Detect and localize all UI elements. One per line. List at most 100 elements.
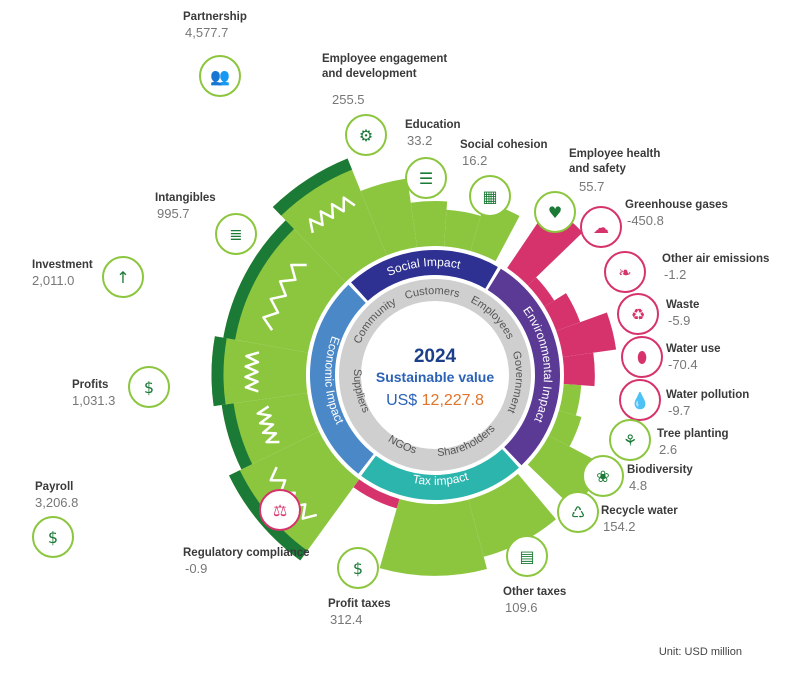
svg-text:$: $ — [144, 378, 154, 397]
bar-wave — [308, 196, 356, 234]
item-value: -9.7 — [668, 403, 690, 418]
svg-text:⚖: ⚖ — [273, 501, 287, 520]
item-employee-health-and-safety: ♥ Employee health and safety 55.7 — [534, 148, 660, 233]
item-value: 995.7 — [157, 206, 190, 221]
item-name: Social cohesion — [460, 139, 548, 151]
bar-partnership — [272, 158, 387, 283]
item-tree-planting: ⚘ Tree planting 2.6 — [609, 419, 729, 461]
item-greenhouse-gases: ☁ Greenhouse gases -450.8 — [580, 199, 728, 248]
item-other-air-emissions: ❧ Other air emissions -1.2 — [604, 251, 769, 293]
item-value: -450.8 — [627, 213, 664, 228]
item-profits: $ Profits 1,031.3 — [72, 366, 170, 408]
item-profit-taxes: $ Profit taxes 312.4 — [328, 547, 391, 627]
item-name: Employee health and safety — [569, 148, 660, 175]
bar-wave — [244, 351, 260, 393]
group-segment-tax-impact — [361, 449, 519, 501]
item-name: Employee engagement and development — [322, 53, 447, 80]
bar-other-air-emissions — [527, 277, 555, 307]
item-value: 1,031.3 — [72, 393, 115, 408]
svg-text:⚙: ⚙ — [359, 126, 373, 145]
bar-social-cohesion — [443, 209, 481, 251]
item-biodiversity: ❀ Biodiversity 4.8 — [582, 455, 693, 497]
item-name: Payroll — [35, 481, 73, 493]
recycle-icon: ♻ — [617, 293, 659, 335]
group-segment-social-impact — [351, 249, 498, 301]
svg-text:$: $ — [48, 528, 58, 547]
bar-water-use — [556, 312, 617, 358]
unit-label: Unit: USD million — [658, 646, 742, 658]
group-segment-economic-impact — [310, 284, 374, 474]
payroll-icon: $ — [32, 516, 74, 558]
bar-fill — [562, 352, 595, 387]
recycle-water-icon: ♺ — [557, 491, 599, 533]
bar-fill — [353, 479, 400, 509]
item-name: Tree planting — [657, 428, 729, 440]
item-value: 3,206.8 — [35, 495, 78, 510]
bar-fill — [223, 220, 346, 353]
svg-text:⬮: ⬮ — [637, 348, 647, 367]
item-value: -1.2 — [664, 267, 686, 282]
group-segment-environmental-impact — [487, 268, 560, 466]
svg-text:❀: ❀ — [596, 467, 609, 486]
partnership-icon: 👥 — [199, 55, 241, 97]
bar-fill — [527, 435, 605, 509]
paw-icon: ❀ — [582, 455, 624, 497]
bar-tree-planting — [559, 383, 582, 416]
hand-money-icon: $ — [337, 547, 379, 589]
item-name: Waste — [666, 299, 699, 311]
bar-fill — [559, 383, 582, 416]
item-water-pollution: 💧 Water pollution -9.7 — [619, 379, 749, 421]
svg-text:≣: ≣ — [229, 225, 242, 244]
svg-text:❧: ❧ — [618, 263, 631, 282]
item-value: 2.6 — [659, 442, 677, 457]
center-disc — [361, 301, 509, 449]
item-value: 33.2 — [407, 133, 432, 148]
bar-fill — [360, 178, 418, 256]
svg-text:$: $ — [353, 559, 363, 578]
item-value: 55.7 — [579, 179, 604, 194]
bar-fill — [548, 410, 582, 447]
item-name: Greenhouse gases — [625, 199, 728, 211]
stakeholder-label: Customers — [403, 285, 461, 302]
item-recycle-water: ♺ Recycle water 154.2 — [557, 491, 678, 534]
item-name: Biodiversity — [627, 464, 693, 476]
bar-fill — [470, 201, 520, 262]
bar-intangibles — [223, 220, 346, 353]
heart-pulse-icon: ♥ — [534, 191, 576, 233]
item-name: Intangibles — [155, 192, 216, 204]
item-social-cohesion: ▦ Social cohesion 16.2 — [460, 139, 548, 217]
item-value: 16.2 — [462, 153, 487, 168]
group-label: Tax impact — [412, 469, 471, 488]
item-investment: ↑ Investment 2,011.0 — [32, 256, 144, 298]
center-year: 2024 — [414, 346, 457, 367]
center-summary: 2024 Sustainable value US$ 12,227.8 — [376, 346, 494, 409]
bar-fill — [527, 277, 555, 307]
bar-cap — [211, 336, 227, 407]
bar-wave — [262, 263, 307, 331]
item-value: 2,011.0 — [32, 273, 74, 288]
bar-fill — [556, 312, 617, 358]
svg-text:▤: ▤ — [519, 547, 534, 566]
svg-text:☁: ☁ — [593, 218, 609, 237]
bar-profit-taxes — [379, 499, 487, 576]
svg-text:💧: 💧 — [630, 391, 650, 410]
tree-hands-icon: ⚘ — [609, 419, 651, 461]
bar-profits — [221, 392, 320, 470]
bar-wave — [269, 466, 318, 520]
bar-water-pollution — [562, 352, 595, 387]
scales-icon: ⚖ — [259, 489, 301, 531]
bar-investment — [211, 336, 308, 407]
water-drop-icon: 💧 — [619, 379, 661, 421]
bar-fill — [443, 209, 481, 251]
item-value: -5.9 — [668, 313, 690, 328]
faucet-icon: ⬮ — [621, 336, 663, 378]
bar-employee-health-and-safety — [470, 201, 520, 262]
bar-recycle-water — [527, 435, 605, 509]
item-name: Education — [405, 119, 461, 131]
item-value: 154.2 — [603, 519, 636, 534]
bar-fill — [410, 201, 448, 248]
item-value: 4.8 — [629, 478, 647, 493]
svg-text:☰: ☰ — [419, 169, 433, 188]
